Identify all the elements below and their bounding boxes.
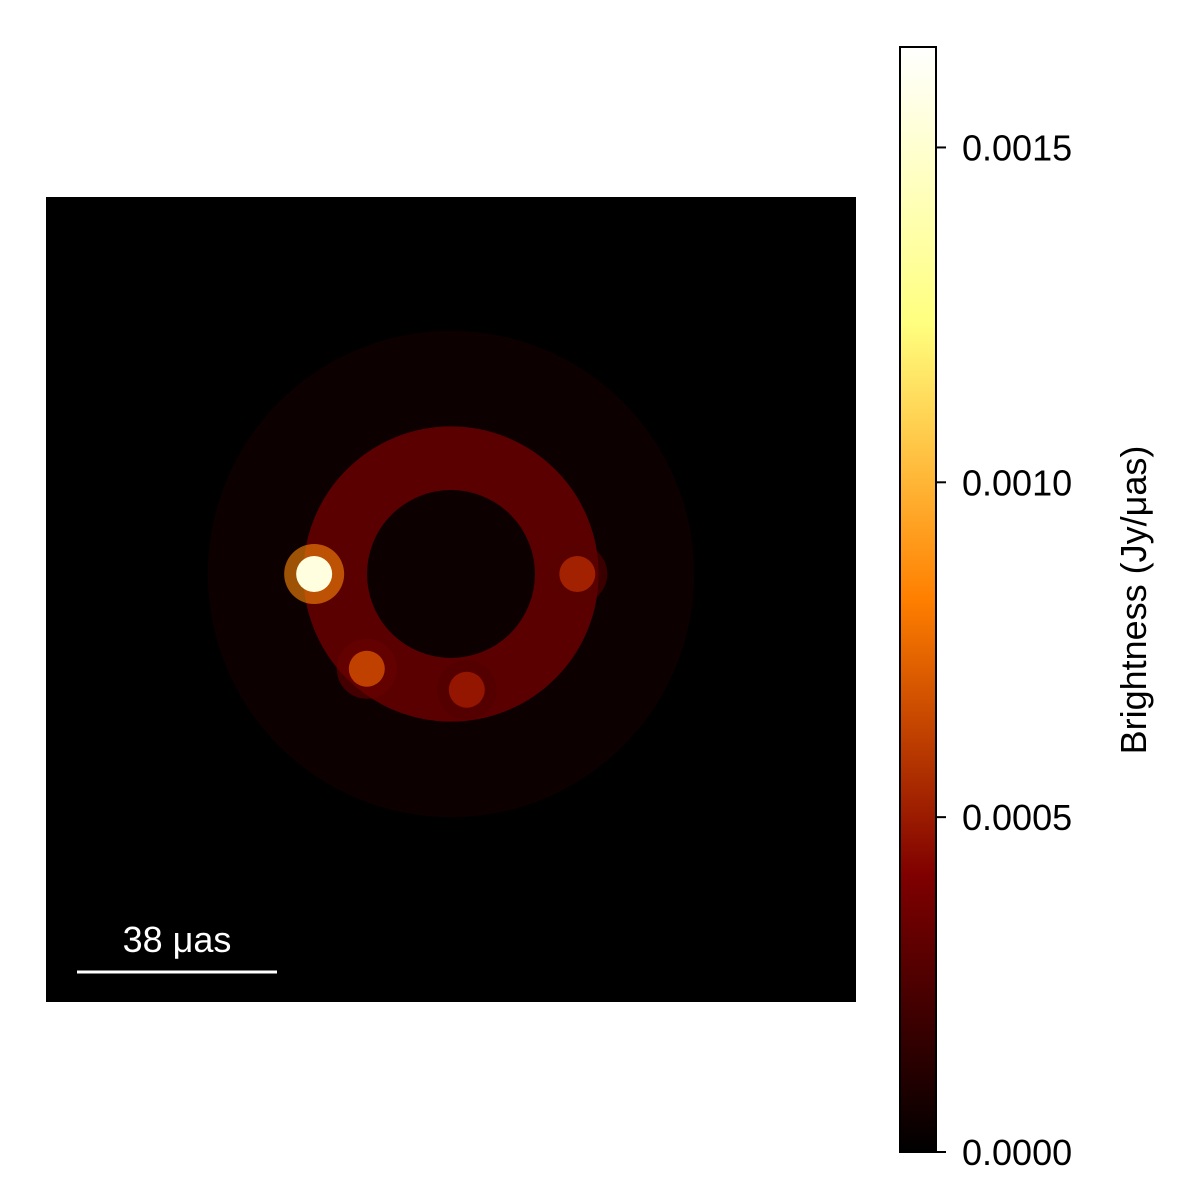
colorbar-ticks: 0.0000 0.0005 0.0010 0.0015 xyxy=(936,127,1072,1173)
hotspot-0 xyxy=(296,556,333,592)
colorbar-gradient xyxy=(899,46,937,1153)
image-panel: 38 μas xyxy=(46,197,856,1002)
colorbar-tick-label-2: 0.0010 xyxy=(962,462,1072,503)
colorbar: 0.0000 0.0005 0.0010 0.0015 Brightness (Jy/… xyxy=(899,46,1154,1173)
colorbar-tick-label-1: 0.0005 xyxy=(962,797,1072,838)
colorbar-tick-label-3: 0.0015 xyxy=(962,127,1072,168)
hotspot-3 xyxy=(448,671,485,708)
hotspot-2 xyxy=(348,650,385,687)
colorbar-label: Brightness (Jy/μas) xyxy=(1113,446,1154,755)
image-marks xyxy=(207,330,695,818)
scale-bar-label: 38 μas xyxy=(123,919,232,960)
ring-halo xyxy=(207,330,695,818)
colorbar-tick-label-0: 0.0000 xyxy=(962,1132,1072,1173)
hotspot-1 xyxy=(559,556,596,592)
scale-bar: 38 μas xyxy=(77,919,277,974)
